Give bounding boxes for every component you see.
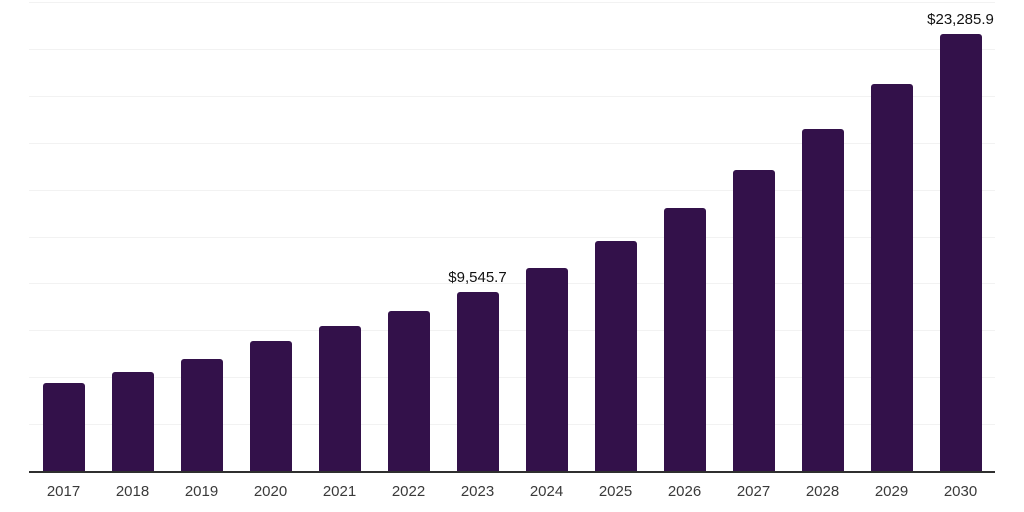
x-tick-label-2026: 2026 bbox=[667, 483, 702, 500]
x-tick-label-2017: 2017 bbox=[46, 483, 81, 500]
bar-2020[interactable] bbox=[249, 341, 292, 471]
x-tick-label-2023: 2023 bbox=[460, 483, 495, 500]
bar-2024[interactable] bbox=[525, 268, 568, 471]
x-tick-label-2022: 2022 bbox=[391, 483, 426, 500]
plot-area: $9,545.7 $23,285.9 bbox=[29, 2, 995, 473]
bar-2027[interactable] bbox=[732, 170, 775, 471]
gridline-15000 bbox=[29, 189, 995, 191]
x-tick-label-2018: 2018 bbox=[115, 483, 150, 500]
gridline-2500 bbox=[29, 424, 995, 426]
bar-2018[interactable] bbox=[111, 371, 154, 471]
gridline-5000 bbox=[29, 377, 995, 379]
gridline-20000 bbox=[29, 95, 995, 97]
bar-2026[interactable] bbox=[663, 208, 706, 471]
gridline-10000 bbox=[29, 283, 995, 285]
x-tick-label-2020: 2020 bbox=[253, 483, 288, 500]
value-label-2023: $9,545.7 bbox=[448, 268, 507, 286]
bar-2017[interactable] bbox=[42, 383, 85, 471]
gridline-7500 bbox=[29, 330, 995, 332]
bar-2029[interactable] bbox=[870, 83, 913, 471]
x-tick-label-2027: 2027 bbox=[736, 483, 771, 500]
x-tick-label-2030: 2030 bbox=[943, 483, 978, 500]
gridline-12500 bbox=[29, 236, 995, 238]
bar-2028[interactable] bbox=[801, 129, 844, 471]
bar-2023[interactable] bbox=[456, 291, 499, 471]
bar-2030[interactable] bbox=[939, 34, 982, 471]
x-axis-line bbox=[29, 471, 995, 473]
x-tick-label-2024: 2024 bbox=[529, 483, 564, 500]
x-tick-label-2028: 2028 bbox=[805, 483, 840, 500]
gridline-17500 bbox=[29, 142, 995, 144]
x-tick-label-2019: 2019 bbox=[184, 483, 219, 500]
x-tick-label-2025: 2025 bbox=[598, 483, 633, 500]
x-tick-label-2029: 2029 bbox=[874, 483, 909, 500]
bar-2019[interactable] bbox=[180, 359, 223, 471]
gridline-22500 bbox=[29, 48, 995, 50]
bar-2022[interactable] bbox=[387, 310, 430, 471]
bar-2025[interactable] bbox=[594, 241, 637, 471]
x-tick-label-2021: 2021 bbox=[322, 483, 357, 500]
value-label-2030: $23,285.9 bbox=[927, 11, 994, 29]
bar-2021[interactable] bbox=[318, 326, 361, 471]
gridline-25000 bbox=[29, 2, 995, 3]
